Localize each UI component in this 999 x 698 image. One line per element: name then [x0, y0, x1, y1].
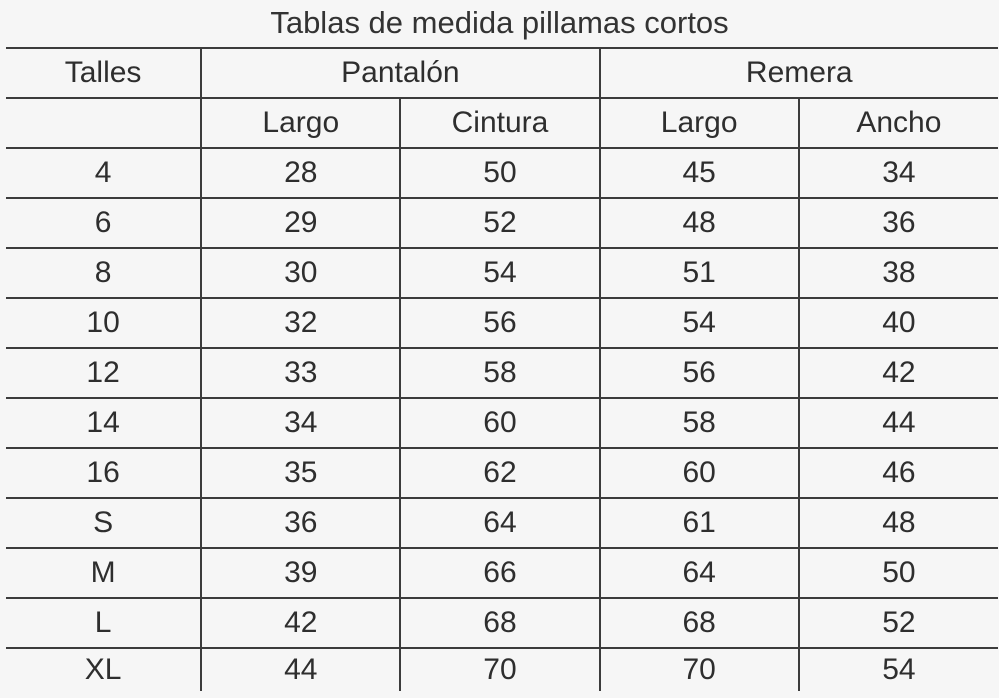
remera-ancho-cell: 50: [797, 547, 998, 599]
pantalon-largo-cell: 44: [200, 647, 402, 691]
header-remera-ancho: Ancho: [797, 97, 998, 149]
remera-largo-cell: 48: [598, 197, 800, 249]
remera-ancho-cell: 44: [797, 397, 998, 449]
remera-ancho-cell: 34: [797, 147, 998, 199]
talle-cell: 12: [6, 347, 203, 399]
table-row: XL 44 70 70 54: [6, 647, 998, 691]
size-table-body: 4 28 50 45 34 6 29 52 48 36 8 30 54 51 3…: [6, 147, 998, 691]
remera-largo-cell: 45: [598, 147, 800, 199]
talle-cell: M: [6, 547, 203, 599]
remera-largo-cell: 61: [598, 497, 800, 549]
pantalon-largo-cell: 36: [200, 497, 402, 549]
remera-largo-cell: 60: [598, 447, 800, 499]
pantalon-cintura-cell: 66: [399, 547, 601, 599]
header-pantalon-cintura: Cintura: [399, 97, 601, 149]
remera-ancho-cell: 46: [797, 447, 998, 499]
pantalon-largo-cell: 30: [200, 247, 402, 299]
pantalon-largo-cell: 32: [200, 297, 402, 349]
remera-ancho-cell: 48: [797, 497, 998, 549]
remera-largo-cell: 51: [598, 247, 800, 299]
remera-ancho-cell: 38: [797, 247, 998, 299]
table-row: 4 28 50 45 34: [6, 147, 998, 199]
size-table: Talles Pantalón Remera Largo Cintura Lar…: [6, 47, 998, 691]
pantalon-largo-cell: 29: [200, 197, 402, 249]
remera-ancho-cell: 40: [797, 297, 998, 349]
pantalon-largo-cell: 39: [200, 547, 402, 599]
pantalon-cintura-cell: 60: [399, 397, 601, 449]
talle-cell: 16: [6, 447, 203, 499]
header-sub-row: Largo Cintura Largo Ancho: [6, 97, 998, 149]
pantalon-cintura-cell: 68: [399, 597, 601, 649]
header-talles-blank: [6, 97, 203, 149]
header-talles: Talles: [6, 47, 203, 99]
talle-cell: S: [6, 497, 203, 549]
table-row: S 36 64 61 48: [6, 497, 998, 549]
table-row: 12 33 58 56 42: [6, 347, 998, 399]
remera-largo-cell: 64: [598, 547, 800, 599]
table-row: 10 32 56 54 40: [6, 297, 998, 349]
remera-largo-cell: 68: [598, 597, 800, 649]
remera-ancho-cell: 42: [797, 347, 998, 399]
pantalon-cintura-cell: 56: [399, 297, 601, 349]
table-title: Tablas de medida pillamas cortos: [270, 5, 729, 40]
remera-ancho-cell: 54: [797, 647, 998, 691]
pantalon-largo-cell: 33: [200, 347, 402, 399]
pantalon-cintura-cell: 64: [399, 497, 601, 549]
pantalon-cintura-cell: 52: [399, 197, 601, 249]
talle-cell: XL: [6, 647, 203, 691]
table-row: M 39 66 64 50: [6, 547, 998, 599]
table-row: 16 35 62 60 46: [6, 447, 998, 499]
table-row: 8 30 54 51 38: [6, 247, 998, 299]
pantalon-cintura-cell: 58: [399, 347, 601, 399]
talle-cell: 10: [6, 297, 203, 349]
talle-cell: 4: [6, 147, 203, 199]
pantalon-largo-cell: 28: [200, 147, 402, 199]
talle-cell: L: [6, 597, 203, 649]
table-row: 14 34 60 58 44: [6, 397, 998, 449]
remera-largo-cell: 70: [598, 647, 800, 691]
talle-cell: 14: [6, 397, 203, 449]
pantalon-largo-cell: 35: [200, 447, 402, 499]
remera-largo-cell: 54: [598, 297, 800, 349]
pantalon-cintura-cell: 50: [399, 147, 601, 199]
pantalon-largo-cell: 34: [200, 397, 402, 449]
header-pantalon-largo: Largo: [200, 97, 402, 149]
remera-largo-cell: 56: [598, 347, 800, 399]
header-remera: Remera: [598, 47, 998, 99]
remera-largo-cell: 58: [598, 397, 800, 449]
pantalon-cintura-cell: 70: [399, 647, 601, 691]
pantalon-cintura-cell: 54: [399, 247, 601, 299]
pantalon-largo-cell: 42: [200, 597, 402, 649]
remera-ancho-cell: 52: [797, 597, 998, 649]
talle-cell: 6: [6, 197, 203, 249]
talle-cell: 8: [6, 247, 203, 299]
table-row: 6 29 52 48 36: [6, 197, 998, 249]
remera-ancho-cell: 36: [797, 197, 998, 249]
pantalon-cintura-cell: 62: [399, 447, 601, 499]
header-remera-largo: Largo: [598, 97, 800, 149]
header-pantalon: Pantalón: [200, 47, 601, 99]
table-row: L 42 68 68 52: [6, 597, 998, 649]
header-group-row: Talles Pantalón Remera: [6, 47, 998, 99]
